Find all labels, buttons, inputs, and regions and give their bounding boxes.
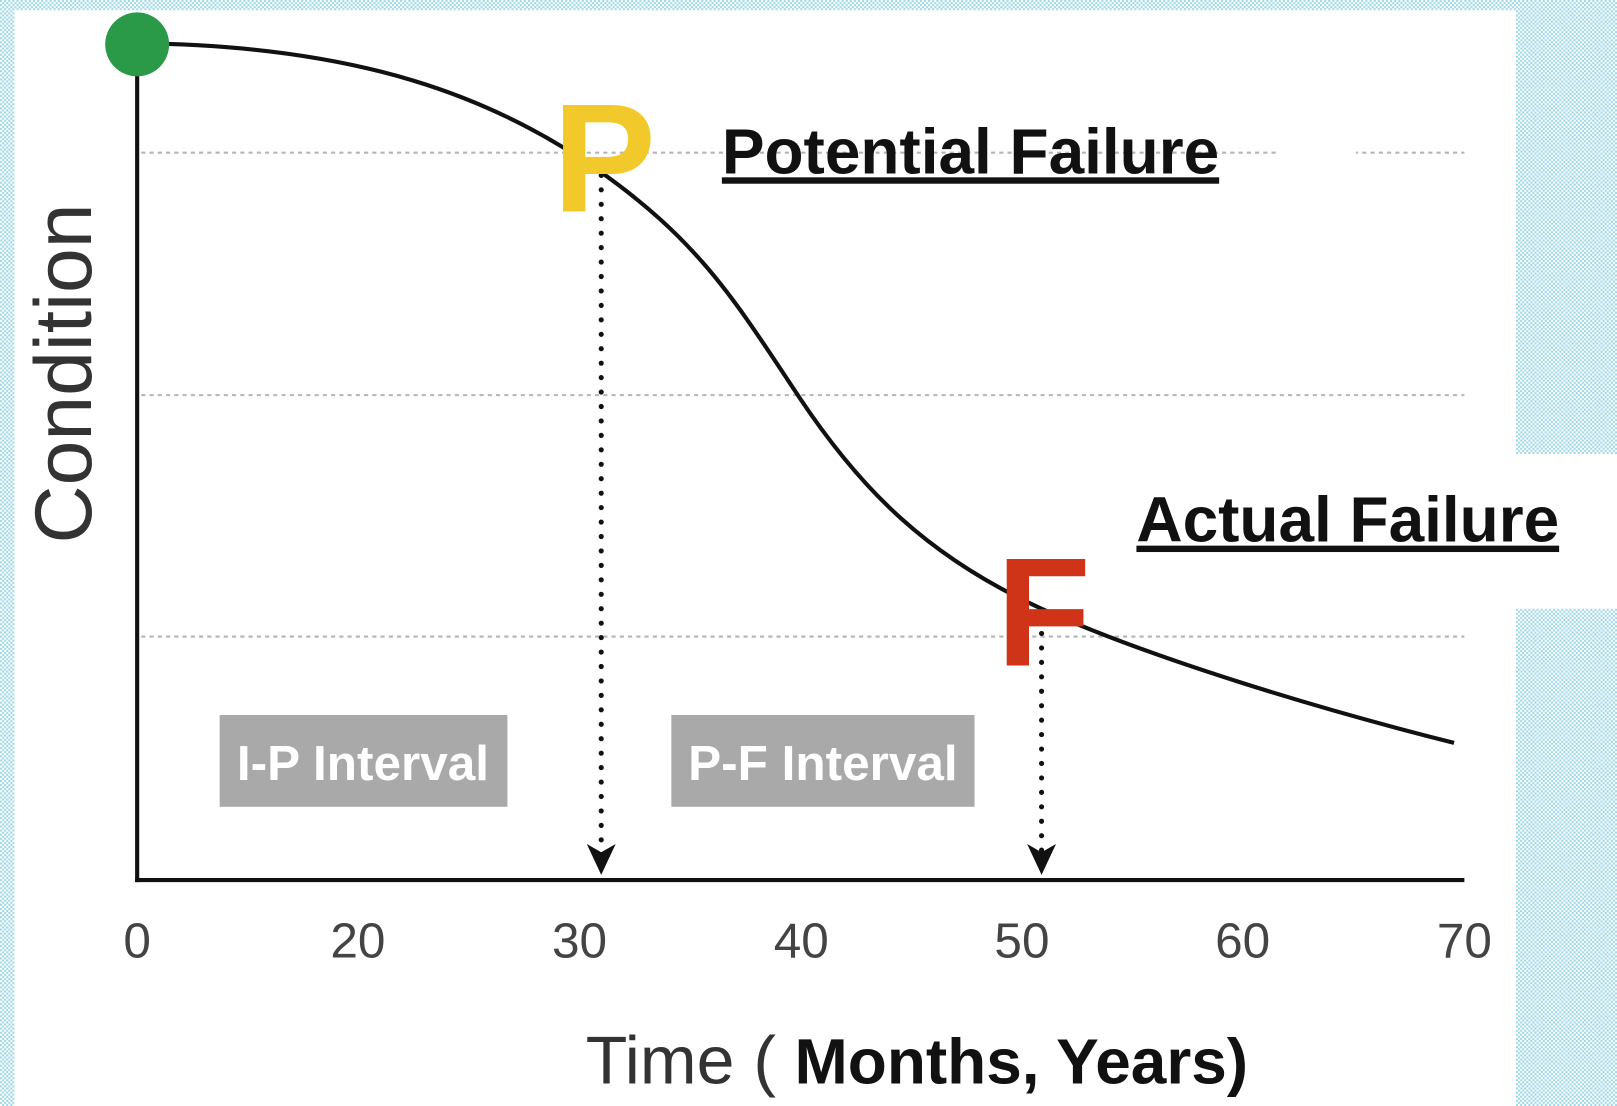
x-axis-label: Time (Months, Years) [586, 1022, 1248, 1098]
x-tick-label: 20 [330, 913, 385, 968]
x-tick-labels: 0 20 30 40 50 60 70 [123, 913, 1492, 968]
pf-curve [137, 41, 1455, 745]
y-axis-label: Condition [19, 204, 109, 544]
x-axis-label-prefix: Time ( [586, 1022, 777, 1098]
grid [141, 151, 1465, 638]
marker-letter: F [996, 525, 1090, 698]
interval-label: I-P Interval [237, 736, 489, 791]
marker-letter: P [553, 71, 656, 244]
marker-label: Potential Failure [722, 115, 1219, 187]
start-point [105, 12, 170, 77]
x-tick-label: 70 [1437, 913, 1492, 968]
x-tick-label: 60 [1215, 913, 1270, 968]
x-tick-label: 30 [552, 913, 607, 968]
x-axis-label-emphasis: Months, Years) [795, 1025, 1249, 1097]
x-tick-label: 0 [123, 913, 151, 968]
x-tick-label: 50 [994, 913, 1049, 968]
label-background [1113, 453, 1617, 609]
arrow-head [586, 843, 616, 875]
arrow-head [1027, 843, 1056, 875]
interval-box [671, 714, 975, 807]
interval-box [219, 714, 508, 807]
interval-label: P-F Interval [688, 736, 958, 791]
marker-label: Actual Failure [1136, 484, 1559, 556]
grid-gap [1278, 123, 1357, 176]
x-tick-label: 40 [774, 913, 829, 968]
